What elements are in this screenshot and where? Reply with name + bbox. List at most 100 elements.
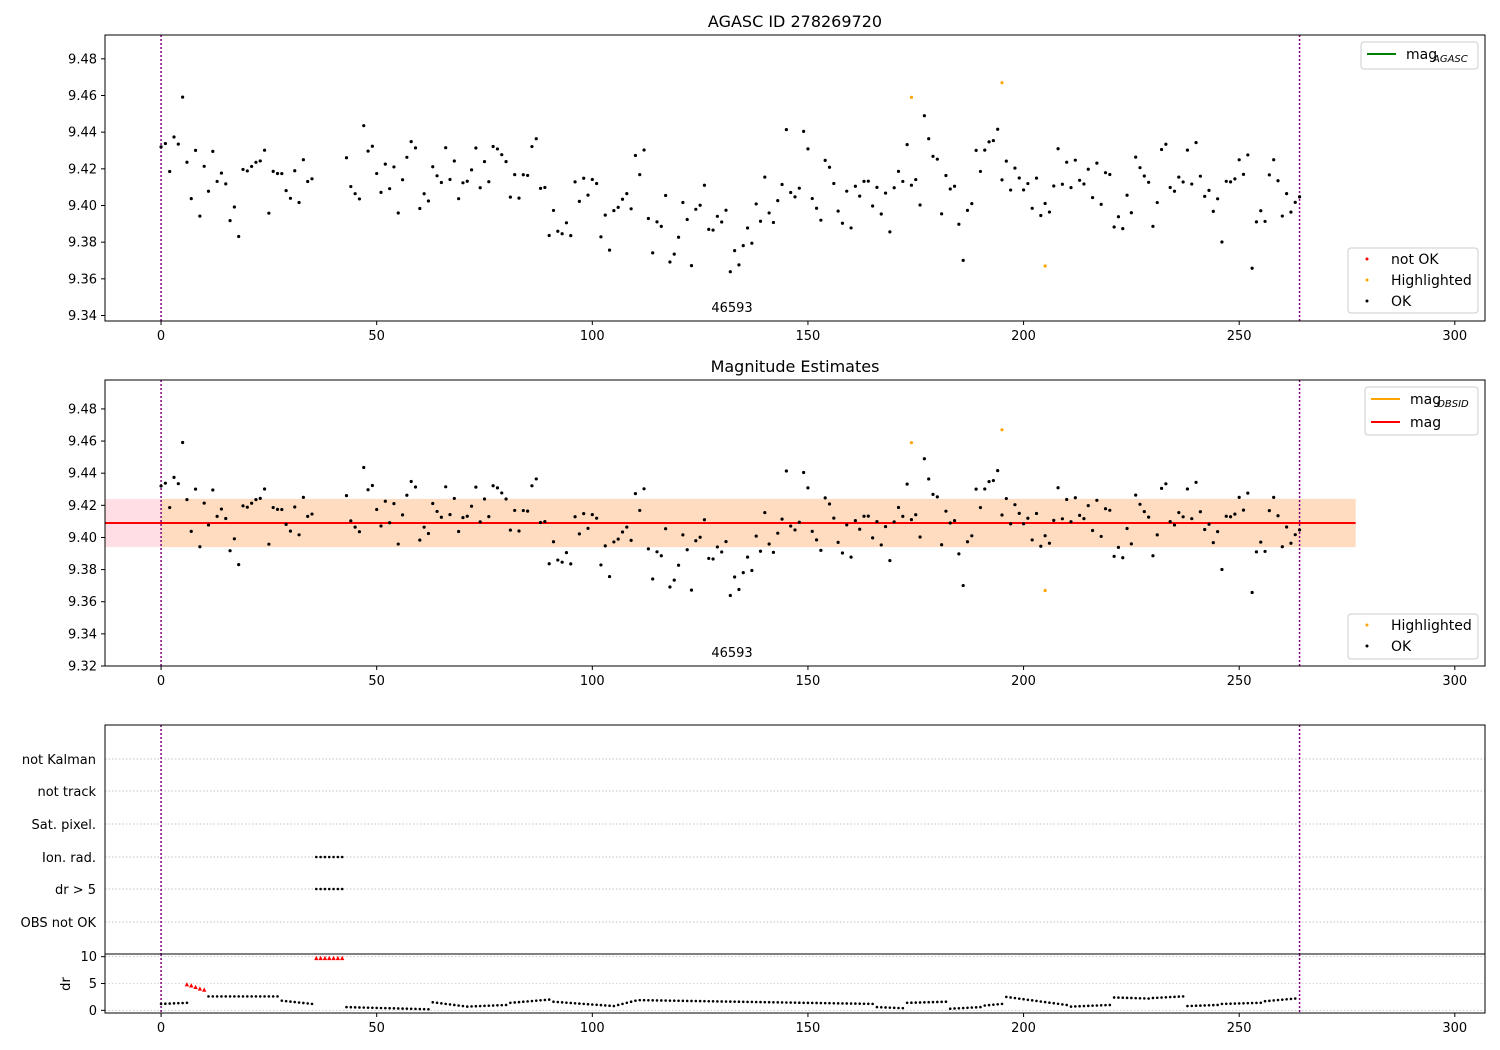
ok-point xyxy=(1267,173,1271,177)
ok-point xyxy=(754,202,758,206)
dr-point xyxy=(1130,996,1133,1000)
ok-point xyxy=(1164,142,1168,146)
dr-point xyxy=(591,1003,594,1006)
ok-point xyxy=(176,142,180,146)
ok-point xyxy=(357,197,362,201)
ok-point xyxy=(1220,567,1224,572)
ok-point xyxy=(1108,172,1112,177)
dr-point xyxy=(638,998,642,1002)
ok-point xyxy=(1073,496,1077,500)
ok-point xyxy=(1280,214,1284,218)
x-axis: 0 50 100 150 200 250 300 xyxy=(157,666,1467,689)
dr-point xyxy=(1216,1003,1219,1007)
y-tick-label: 9.32 xyxy=(68,660,97,675)
ok-point xyxy=(862,514,866,518)
ok-point xyxy=(504,160,508,164)
ok-point xyxy=(1099,202,1103,206)
dr-point xyxy=(509,1001,512,1005)
agasc-magnitude-panel: AGASC ID 278269720 46593 0 50 100 150 200 250… xyxy=(68,12,1486,344)
ok-point xyxy=(685,548,689,552)
ok-point xyxy=(1177,510,1181,515)
ok-point xyxy=(310,177,314,181)
legend-marker-ok xyxy=(1365,644,1369,648)
legend-lines: mag AGASC xyxy=(1360,41,1479,70)
ok-point xyxy=(1056,147,1060,151)
ok-point xyxy=(547,562,551,566)
ok-point xyxy=(301,158,305,162)
dr-point xyxy=(159,1002,163,1006)
ok-point xyxy=(879,212,883,216)
dr-point xyxy=(297,1001,301,1004)
dr-point xyxy=(867,1002,870,1006)
ok-point xyxy=(538,520,543,525)
ok-point xyxy=(983,487,987,491)
dr-point xyxy=(478,1004,482,1008)
dr-point xyxy=(707,999,711,1003)
ok-point xyxy=(836,209,840,213)
ok-point xyxy=(862,179,866,183)
ok-point xyxy=(681,533,685,537)
ok-point xyxy=(1181,180,1185,184)
ok-point xyxy=(914,513,918,517)
ok-point xyxy=(526,509,530,513)
ok-point xyxy=(784,128,788,132)
ok-point xyxy=(241,167,245,172)
ok-point xyxy=(237,234,241,239)
ok-point xyxy=(672,252,676,256)
ok-point xyxy=(1216,197,1220,201)
dr-outlier-marker xyxy=(339,955,345,961)
axes-frame xyxy=(104,34,1486,322)
x-tick-label: 200 xyxy=(1011,329,1036,344)
x-tick-label: 50 xyxy=(368,329,385,344)
ok-point xyxy=(172,135,176,139)
ok-point xyxy=(1065,497,1069,502)
dr-point xyxy=(1052,1001,1056,1005)
ok-point xyxy=(668,585,672,589)
dr-point xyxy=(1108,1003,1112,1007)
y-tick-label: 9.48 xyxy=(68,402,97,417)
dr-point xyxy=(435,1001,439,1005)
ok-point xyxy=(1211,209,1215,213)
ok-point xyxy=(603,213,607,217)
dr-point xyxy=(836,1002,840,1005)
ok-point xyxy=(599,235,603,239)
ok-point xyxy=(1142,510,1146,514)
dr-point xyxy=(379,1006,383,1010)
ok-point xyxy=(366,488,370,492)
ok-point xyxy=(508,528,512,532)
ok-point xyxy=(284,188,288,193)
ok-point xyxy=(1039,213,1043,218)
dr-point xyxy=(957,1006,961,1010)
dr-point xyxy=(914,1001,918,1004)
ok-point xyxy=(569,562,573,566)
ok-point xyxy=(353,192,357,196)
ok-point xyxy=(888,558,892,563)
ok-point xyxy=(612,208,616,213)
dr-point xyxy=(560,1001,564,1004)
ok-point xyxy=(1177,175,1181,179)
dr-point xyxy=(371,1006,374,1010)
ok-point xyxy=(1086,167,1090,171)
ok-point xyxy=(1181,515,1185,519)
ok-point xyxy=(370,144,374,148)
dr-point xyxy=(349,1005,353,1009)
ok-point xyxy=(435,509,439,514)
ok-point xyxy=(556,558,560,562)
highlighted-points xyxy=(909,428,1047,593)
dr-point xyxy=(1293,997,1297,1000)
ok-point xyxy=(866,514,870,518)
ok-point xyxy=(1228,515,1233,519)
dr-point xyxy=(552,1000,555,1004)
ok-point xyxy=(711,228,715,232)
ok-point xyxy=(978,169,983,174)
ok-point xyxy=(1237,495,1241,500)
dr-outlier-marker xyxy=(193,984,198,990)
dr-point xyxy=(1017,997,1021,1000)
highlighted-point xyxy=(1043,588,1047,593)
ok-point xyxy=(1250,266,1254,270)
ok-point xyxy=(676,235,681,239)
ok-point xyxy=(482,497,487,501)
ok-point xyxy=(452,159,456,163)
ok-point xyxy=(219,507,224,511)
dr-point xyxy=(500,1003,504,1007)
